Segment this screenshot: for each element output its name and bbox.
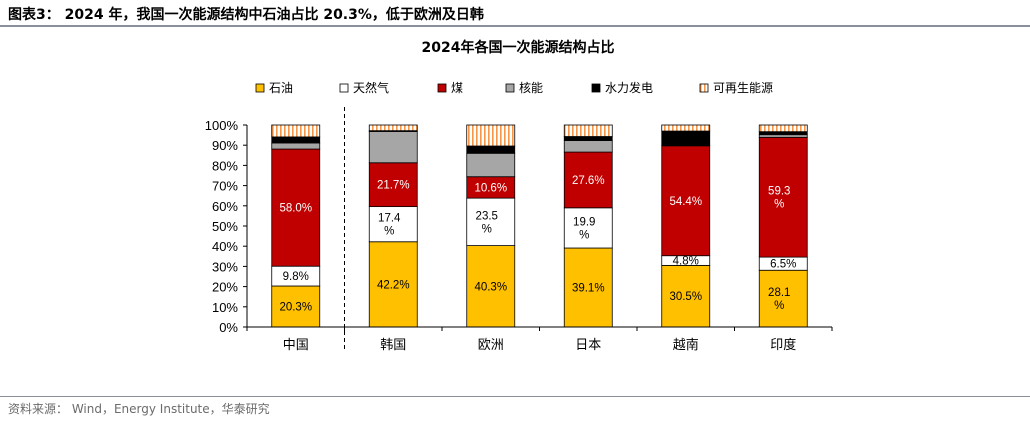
y-tick-label: 50% (212, 219, 238, 234)
x-tick-label: 韩国 (380, 338, 406, 353)
bar-segment (563, 151, 613, 209)
bar-segment (563, 140, 613, 153)
y-tick-label: 70% (212, 179, 238, 194)
y-tick-label: 0% (219, 320, 238, 335)
bar-segment (661, 145, 711, 257)
legend-label: 煤 (451, 81, 463, 95)
bar-segment (271, 124, 321, 138)
x-tick-label: 中国 (283, 338, 309, 353)
data-label: 58.0% (279, 203, 312, 215)
y-tick-label: 60% (212, 199, 238, 214)
bar-stack-4: 30.5% 4.8% 54.4% (661, 124, 711, 328)
bar-segment (661, 124, 711, 132)
bar-segment (368, 162, 418, 208)
legend-swatch (591, 83, 601, 93)
data-label: 23.5% (476, 210, 498, 235)
bar-segment (563, 124, 613, 137)
bar-segment (271, 148, 321, 267)
data-label: 59.3% (768, 186, 790, 211)
stacked-bar-chart: 2024年各国一次能源结构占比 石油 天然气 煤 核能 水力发电 可再生能源 20.3% 9… (205, 39, 833, 353)
data-label: 21.7% (377, 180, 410, 192)
x-tick-label: 欧洲 (478, 338, 504, 353)
x-tick-label: 日本 (575, 338, 601, 353)
legend-label: 水力发电 (605, 80, 653, 95)
data-label: 9.8% (283, 271, 309, 283)
bar-segment (758, 131, 808, 136)
bar-segment (271, 142, 321, 150)
bar-segment (466, 145, 516, 154)
bar-segment (368, 131, 418, 164)
legend-swatch (339, 83, 349, 93)
legend-label: 天然气 (353, 80, 389, 95)
footer-divider (0, 396, 1030, 397)
bar-segment (758, 269, 808, 328)
data-label: 10.6% (474, 182, 507, 194)
legend: 石油 天然气 煤 核能 水力发电 可再生能源 (255, 80, 773, 95)
data-label: 39.1% (572, 283, 605, 295)
legend-label: 石油 (269, 81, 293, 95)
y-tick-label: 30% (212, 259, 238, 274)
legend-label: 可再生能源 (713, 81, 773, 95)
legend-label: 核能 (519, 81, 543, 95)
data-label: 27.6% (572, 175, 605, 187)
x-tick-label: 越南 (673, 337, 699, 353)
legend-swatch (699, 83, 709, 93)
legend-swatch (255, 83, 265, 93)
bar-segment (563, 247, 613, 328)
data-label: 4.8% (673, 256, 699, 268)
bar-segment (466, 152, 516, 178)
bar-segment (661, 264, 711, 328)
data-label: 19.9% (573, 216, 595, 241)
bar-segment (466, 245, 516, 328)
bar-stack-3: 39.1% 19.9 % 27.6% (563, 124, 613, 328)
x-tick-label: 印度 (770, 337, 796, 353)
title-divider (0, 25, 1030, 27)
source-note: 资料来源： Wind，Energy Institute，华泰研究 (8, 402, 270, 416)
bar-segment (758, 136, 808, 258)
legend-swatch (437, 83, 447, 93)
bar-segment (368, 124, 418, 132)
data-label: 40.3% (474, 281, 507, 293)
bar-segment (466, 197, 516, 246)
data-label: 42.2% (377, 279, 410, 291)
y-tick-label: 90% (212, 138, 238, 153)
figure-title: 图表3： 2024 年，我国一次能源结构中石油占比 20.3%，低于欧洲及日韩 (8, 7, 484, 23)
y-tick-label: 100% (205, 118, 239, 133)
chart-title: 2024年各国一次能源结构占比 (422, 39, 615, 56)
bar-segment (563, 136, 613, 141)
bar-segment (368, 241, 418, 328)
bar-stack-1: 42.2% 17.4 % 21.7% (368, 124, 418, 328)
y-tick-label: 10% (212, 300, 238, 315)
y-tick-label: 80% (212, 158, 238, 173)
bar-stack-2: 40.3% 23.5 % 10.6% (466, 124, 516, 328)
bar-segment (758, 124, 808, 133)
y-tick-label: 20% (212, 280, 238, 295)
bar-segment (661, 130, 711, 147)
legend-swatch (505, 83, 515, 93)
bar-stack-0: 20.3% 9.8% 58.0% (271, 124, 321, 328)
y-tick-label: 40% (212, 239, 238, 254)
bar-segment (271, 136, 321, 144)
bar-stack-5: 28.1 % 6.5% 59.3% (758, 124, 808, 328)
bar-segment (466, 124, 516, 147)
data-label: 30.5% (669, 291, 702, 303)
data-label: 6.5% (770, 259, 796, 271)
data-label: 28.1% (768, 287, 790, 312)
data-label: 20.3% (279, 301, 312, 313)
data-label: 17.4% (378, 213, 401, 238)
data-label: 54.4% (669, 196, 702, 208)
